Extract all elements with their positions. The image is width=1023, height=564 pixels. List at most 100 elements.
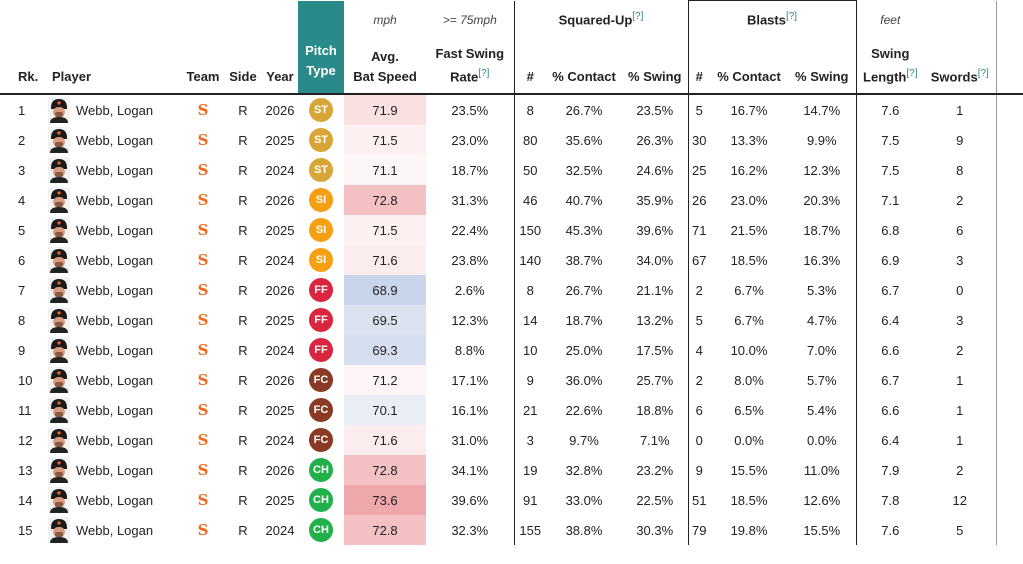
col-rank[interactable]: Rk. — [0, 29, 44, 95]
player-name-link[interactable]: Webb, Logan — [76, 462, 154, 478]
fast-swing-help-link[interactable]: [?] — [478, 67, 490, 79]
squared-up-swing-cell: 21.1% — [636, 282, 674, 298]
bat-speed-cell: 68.9 — [344, 275, 426, 305]
table-row[interactable]: 4 Webb, Logan S R 2026 SI 72.8 — [0, 185, 1023, 215]
player-cell: Webb, Logan — [44, 155, 182, 185]
blasts-swing-cell: 16.3% — [788, 245, 857, 275]
player-cell: Webb, Logan — [44, 485, 182, 515]
col-swords[interactable]: Swords[?] — [924, 29, 997, 95]
player-name-link[interactable]: Webb, Logan — [76, 312, 154, 328]
team-cell: S — [182, 335, 224, 365]
bat-speed-cell: 71.5 — [344, 215, 426, 245]
player-name-link[interactable]: Webb, Logan — [76, 402, 154, 418]
blasts-swing-cell: 0.0% — [788, 425, 857, 455]
blasts-count-cell: 5 — [687, 94, 711, 125]
player-name-link[interactable]: Webb, Logan — [76, 342, 154, 358]
pitch-type-cell: FF — [298, 275, 344, 305]
swing-length-cell: 7.9 — [881, 462, 900, 478]
table-row[interactable]: 13 Webb, Logan S R 2026 CH 72. — [0, 455, 1023, 485]
blasts-contact-cell: 18.5% — [730, 492, 768, 508]
team-cell: S — [182, 275, 224, 305]
squared-up-contact-cell: 36.0% — [565, 372, 603, 388]
squared-up-help-link[interactable]: [?] — [632, 10, 644, 22]
col-player[interactable]: Player — [44, 29, 182, 95]
team-cell: S — [182, 455, 224, 485]
table-row[interactable]: 7 Webb, Logan S R 2026 FF 68.9 — [0, 275, 1023, 305]
giants-logo-icon: S — [197, 311, 209, 329]
table-row[interactable]: 15 Webb, Logan S R 2024 CH 72. — [0, 515, 1023, 545]
table-row[interactable]: 6 Webb, Logan S R 2024 SI 71.6 — [0, 245, 1023, 275]
blasts-swing-cell: 4.7% — [788, 305, 857, 335]
col-squared-up-count[interactable]: # — [513, 29, 546, 95]
player-cell: Webb, Logan — [44, 515, 182, 545]
player-name-link[interactable]: Webb, Logan — [76, 282, 154, 298]
table-row[interactable]: 5 Webb, Logan S R 2025 SI 71.5 — [0, 215, 1023, 245]
giants-logo-icon: S — [197, 191, 209, 209]
player-name-link[interactable]: Webb, Logan — [76, 132, 154, 148]
col-bat-speed[interactable]: Avg. Bat Speed — [344, 29, 426, 95]
player-name-link[interactable]: Webb, Logan — [76, 372, 154, 388]
player-name-link[interactable]: Webb, Logan — [76, 102, 154, 118]
pitch-type-cell: CH — [298, 515, 344, 545]
swords-cell: 1 — [956, 402, 964, 418]
squared-up-contact-cell: 38.7% — [565, 252, 603, 268]
table-row[interactable]: 14 Webb, Logan S R 2025 CH 73. — [0, 485, 1023, 515]
side-cell: R — [238, 192, 248, 208]
giants-logo-icon: S — [197, 491, 209, 509]
player-headshot-icon — [48, 307, 70, 333]
swords-cell: 3 — [956, 252, 964, 268]
blasts-help-link[interactable]: [?] — [785, 10, 798, 22]
player-name-link[interactable]: Webb, Logan — [76, 432, 154, 448]
squared-up-count-cell: 155 — [513, 515, 546, 545]
table-row[interactable]: 9 Webb, Logan S R 2024 FF 69.3 — [0, 335, 1023, 365]
table-row[interactable]: 10 Webb, Logan S R 2026 FC 71. — [0, 365, 1023, 395]
blasts-count-cell: 30 — [687, 125, 711, 155]
col-year[interactable]: Year — [262, 29, 298, 95]
player-name-link[interactable]: Webb, Logan — [76, 522, 154, 538]
col-side[interactable]: Side — [224, 29, 262, 95]
table-row[interactable]: 8 Webb, Logan S R 2025 FF 69.5 — [0, 305, 1023, 335]
player-name-link[interactable]: Webb, Logan — [76, 222, 154, 238]
year-cell: 2026 — [265, 102, 295, 118]
swing-length-cell: 6.7 — [881, 282, 900, 298]
col-pitch-type[interactable]: Pitch Type — [298, 29, 344, 95]
rank-cell: 9 — [18, 342, 26, 358]
col-fast-swing-rate[interactable]: Fast Swing Rate[?] — [426, 29, 514, 95]
table-row[interactable]: 1 Webb, Logan S R 2026 ST 71.9 — [0, 94, 1023, 125]
swords-help-link[interactable]: [?] — [977, 67, 989, 79]
blasts-count-cell: 51 — [687, 485, 711, 515]
table-row[interactable]: 11 Webb, Logan S R 2025 FC 70. — [0, 395, 1023, 425]
team-cell: S — [182, 245, 224, 275]
pitch-type-badge: FC — [309, 428, 333, 452]
giants-logo-icon: S — [197, 281, 209, 299]
col-blasts-contact[interactable]: % Contact — [710, 29, 789, 95]
swing-length-help-link[interactable]: [?] — [906, 67, 918, 79]
player-name-link[interactable]: Webb, Logan — [76, 162, 154, 178]
blasts-contact-cell: 18.5% — [730, 252, 768, 268]
squared-up-contact-cell: 32.5% — [565, 162, 603, 178]
col-team[interactable]: Team — [182, 29, 224, 95]
side-cell: R — [238, 522, 248, 538]
rank-cell: 8 — [18, 312, 26, 328]
table-row[interactable]: 12 Webb, Logan S R 2024 FC 71. — [0, 425, 1023, 455]
player-name-link[interactable]: Webb, Logan — [76, 192, 154, 208]
fast-swing-rate-cell: 17.1% — [451, 372, 489, 388]
col-swing-length[interactable]: Swing Length[?] — [856, 29, 925, 95]
swords-cell: 1 — [956, 372, 964, 388]
pitch-type-cell: SI — [298, 245, 344, 275]
player-headshot-icon — [48, 517, 70, 543]
col-squared-up-swing[interactable]: % Swing — [622, 29, 689, 95]
team-cell: S — [182, 215, 224, 245]
col-blasts-count[interactable]: # — [687, 29, 711, 95]
blasts-count-cell: 5 — [687, 305, 711, 335]
blasts-swing-cell: 7.0% — [788, 335, 857, 365]
player-name-link[interactable]: Webb, Logan — [76, 252, 154, 268]
player-name-link[interactable]: Webb, Logan — [76, 492, 154, 508]
table-row[interactable]: 3 Webb, Logan S R 2024 ST 71.1 — [0, 155, 1023, 185]
swords-cell: 2 — [956, 462, 964, 478]
table-row[interactable]: 2 Webb, Logan S R 2025 ST 71.5 — [0, 125, 1023, 155]
col-blasts-swing[interactable]: % Swing — [788, 29, 857, 95]
bat-speed-cell: 71.6 — [344, 245, 426, 275]
col-squared-up-contact[interactable]: % Contact — [546, 29, 622, 95]
swing-length-cell: 6.8 — [881, 222, 900, 238]
